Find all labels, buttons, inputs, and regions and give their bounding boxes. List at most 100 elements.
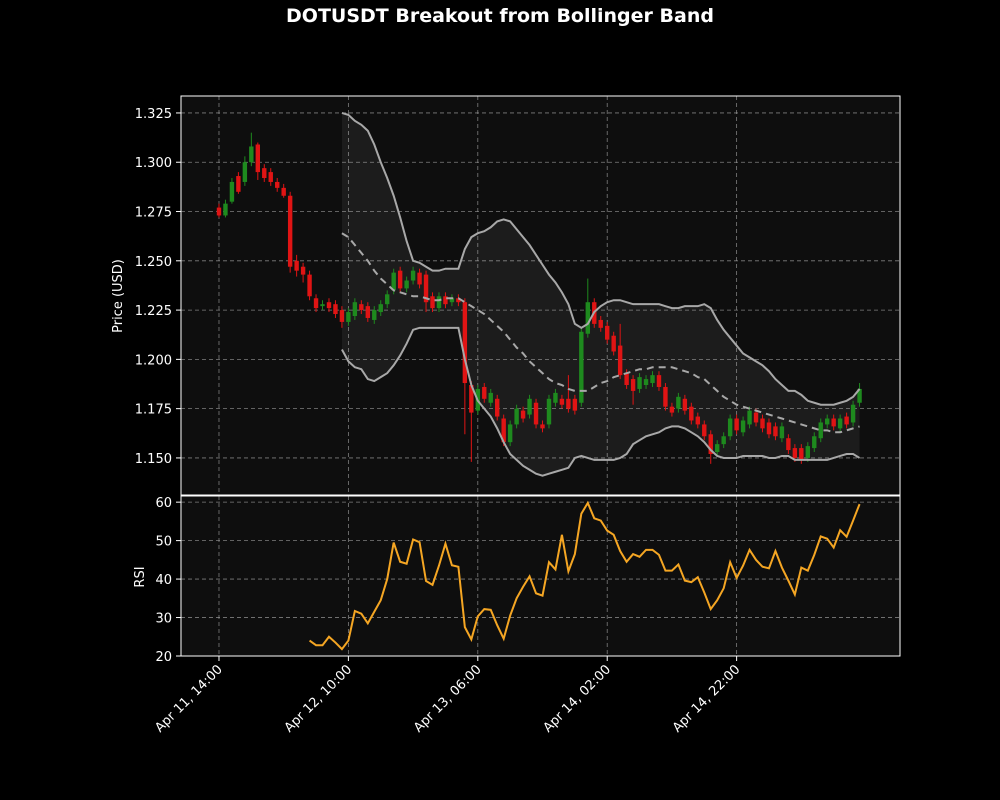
y-tick-label: 1.200	[135, 353, 172, 368]
bollinger-lower	[341, 326, 861, 477]
candle-body	[579, 331, 584, 403]
candle-body	[773, 426, 778, 437]
rsi-line	[308, 500, 861, 651]
candle-body	[385, 294, 390, 305]
candle-body	[449, 298, 455, 303]
candle-body	[359, 304, 364, 311]
candle-body	[624, 373, 629, 385]
candle-body	[527, 398, 532, 415]
candle-body	[287, 195, 293, 267]
candle-body	[799, 448, 804, 460]
y-tick-label: 1.275	[135, 206, 172, 221]
candle-body	[404, 280, 409, 289]
candle-body	[514, 408, 519, 425]
candle-body	[792, 448, 798, 458]
candle-body	[844, 416, 849, 425]
candle-body	[423, 274, 429, 303]
candle-body	[249, 146, 254, 163]
candle-body	[611, 335, 616, 352]
candle-body	[676, 396, 681, 409]
candle-body	[637, 377, 642, 389]
candle-body	[727, 418, 733, 437]
candle-body	[482, 386, 487, 399]
candle-body	[352, 302, 358, 317]
candle-body	[378, 304, 383, 313]
candle-body	[630, 379, 636, 391]
candle-body	[760, 418, 765, 429]
candle-body	[695, 416, 700, 425]
candle-body	[501, 418, 506, 443]
candle-body	[443, 296, 448, 305]
candle-body	[605, 325, 610, 340]
candle-body	[365, 306, 371, 318]
candle-body	[650, 375, 655, 384]
candle-body	[566, 398, 571, 409]
candle-body	[753, 412, 759, 423]
candle-body	[546, 398, 552, 425]
candle-body	[255, 144, 261, 173]
candle-body	[857, 388, 862, 403]
candle-body	[740, 420, 746, 433]
candle-body	[462, 302, 468, 384]
candle-body	[779, 426, 785, 439]
candle-body	[540, 424, 545, 429]
candle-body	[585, 302, 590, 334]
y-tick-label: 1.325	[135, 107, 172, 122]
candle-body	[715, 444, 720, 453]
candle-body	[223, 203, 228, 216]
candle-body	[766, 422, 772, 435]
candle-body	[520, 410, 526, 419]
candle-body	[689, 406, 694, 421]
y-tick-label: 1.150	[135, 452, 172, 467]
y-tick-label: 1.175	[135, 403, 172, 418]
candle-body	[559, 398, 565, 405]
candle-body	[507, 424, 513, 443]
y-tick-label: 30	[155, 612, 172, 627]
candle-body	[850, 404, 856, 423]
y-axis-label: Price (USD)	[111, 259, 126, 333]
candle-body	[410, 270, 416, 281]
candle-body	[572, 398, 578, 411]
candle-body	[417, 272, 422, 285]
candle-body	[242, 162, 248, 182]
candle-body	[786, 438, 791, 451]
y-tick-label: 20	[155, 650, 172, 665]
y-axis-label: RSI	[133, 566, 148, 587]
candle-body	[469, 384, 474, 413]
candle-body	[702, 424, 707, 437]
candle-body	[262, 168, 267, 179]
candle-body	[805, 446, 810, 458]
candle-body	[708, 434, 713, 454]
candle-body	[300, 266, 306, 275]
candle-body	[663, 386, 668, 407]
y-tick-label: 1.225	[135, 304, 172, 319]
candle-body	[275, 181, 280, 188]
candle-body	[346, 312, 351, 322]
candle-body	[643, 379, 649, 385]
rsi-panel	[181, 496, 900, 656]
candle-body	[837, 418, 843, 429]
candle-body	[598, 319, 603, 328]
y-tick-label: 1.250	[135, 255, 172, 270]
candle-body	[812, 436, 817, 449]
candle-body	[372, 310, 377, 320]
candle-body	[456, 298, 461, 303]
candle-body	[495, 398, 500, 417]
candle-body	[488, 392, 493, 403]
y-tick-label: 1.300	[135, 156, 172, 171]
candle-body	[533, 402, 539, 425]
candle-body	[831, 418, 836, 427]
candle-body	[818, 422, 823, 439]
candle-body	[229, 181, 235, 202]
y-tick-label: 60	[155, 496, 172, 511]
candle-body	[268, 172, 273, 182]
candle-body	[825, 418, 830, 425]
candle-body	[313, 298, 319, 309]
candle-body	[281, 187, 286, 196]
candle-body	[656, 375, 662, 387]
candle-body	[721, 436, 726, 445]
y-tick-label: 40	[155, 573, 172, 588]
candle-body	[617, 345, 623, 376]
candle-body	[236, 176, 241, 192]
